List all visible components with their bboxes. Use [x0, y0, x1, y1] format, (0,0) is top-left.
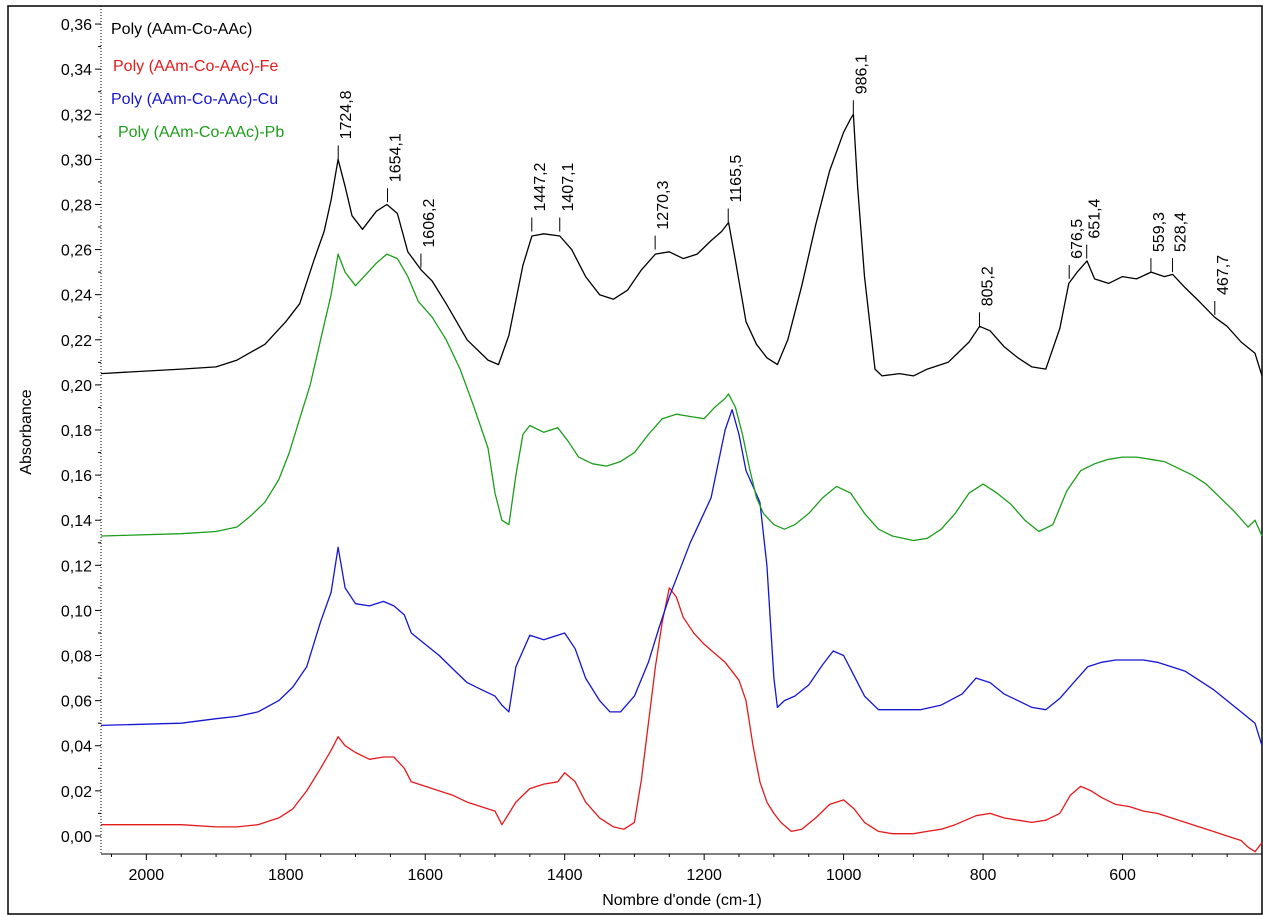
peak-label: 1270,3: [655, 181, 672, 230]
y-tick-label: 0,06: [61, 694, 92, 711]
y-tick-label: 0,22: [61, 333, 92, 350]
peak-label: 1447,2: [532, 162, 549, 211]
y-tick-label: 0,04: [61, 739, 92, 756]
peak-label: 651,4: [1087, 198, 1104, 238]
y-tick-label: 0,36: [61, 17, 92, 34]
y-tick-label: 0,14: [61, 513, 92, 530]
x-tick-label: 1400: [547, 867, 583, 884]
legend-entry-1: Poly (AAm-Co-AAc): [111, 21, 252, 38]
peak-label: 467,7: [1215, 255, 1232, 295]
peak-label: 986,1: [853, 54, 870, 94]
legend: Poly (AAm-Co-AAc) Poly (AAm-Co-AAc)-Fe Pol…: [111, 21, 284, 141]
y-tick-label: 0,02: [61, 784, 92, 801]
series-line-4: [100, 253, 1263, 542]
y-tick-label: 0,16: [61, 468, 92, 485]
series-line-1: [100, 113, 1263, 377]
peak-label: 559,3: [1151, 212, 1168, 252]
y-tick-label: 0,26: [61, 243, 92, 260]
series-line-2: [101, 587, 1263, 853]
x-tick-label: 600: [1109, 867, 1136, 884]
y-tick-label: 0,28: [61, 197, 92, 214]
peak-label: 1165,5: [728, 155, 745, 203]
y-tick-label: 0,00: [61, 829, 92, 846]
x-tick-label: 1000: [826, 867, 862, 884]
y-axis: 0,00 0,02 0,04 0,06 0,08 0,10 0,12 0,14 0,16 0,18…: [61, 17, 101, 846]
x-tick-label: 2000: [129, 867, 165, 884]
series-line-3: [100, 409, 1263, 746]
y-tick-label: 0,34: [61, 62, 92, 79]
x-tick-label: 800: [970, 867, 997, 884]
series-layer: [100, 113, 1263, 853]
y-tick-label: 0,12: [61, 558, 92, 575]
annotation-layer: 1724,8 1654,1 1606,2 1447,2 1407,1 1270,3 1165…: [337, 54, 1232, 327]
y-tick-label: 0,24: [61, 288, 92, 305]
y-tick-label: 0,18: [61, 423, 92, 440]
outer-border: [7, 5, 1263, 915]
y-tick-label: 0,32: [61, 107, 92, 124]
x-axis-title: Nombre d'onde (cm-1): [602, 892, 762, 909]
peak-label: 1407,1: [560, 162, 577, 211]
y-tick-label: 0,30: [61, 152, 92, 169]
y-tick-label: 0,08: [61, 649, 92, 666]
x-tick-label: 1600: [407, 867, 443, 884]
peak-label: 805,2: [980, 266, 997, 306]
x-axis: 2000 1800 1600 1400 1200 1000 800 600: [110, 854, 1228, 884]
y-tick-label: 0,10: [61, 603, 92, 620]
legend-entry-3: Poly (AAm-Co-AAc)-Cu: [111, 91, 278, 108]
peak-label: 528,4: [1173, 212, 1190, 252]
y-axis-title: Absorbance: [18, 389, 35, 474]
legend-entry-2: Poly (AAm-Co-AAc)-Fe: [113, 58, 278, 75]
legend-entry-4: Poly (AAm-Co-AAc)-Pb: [118, 124, 284, 141]
peak-label: 1724,8: [338, 90, 355, 139]
y-tick-label: 0,20: [61, 378, 92, 395]
peak-label: 1606,2: [421, 199, 438, 248]
peak-label: 1654,1: [388, 133, 405, 182]
peak-label: 676,5: [1069, 219, 1086, 259]
x-tick-label: 1800: [268, 867, 304, 884]
x-tick-label: 1200: [686, 867, 722, 884]
